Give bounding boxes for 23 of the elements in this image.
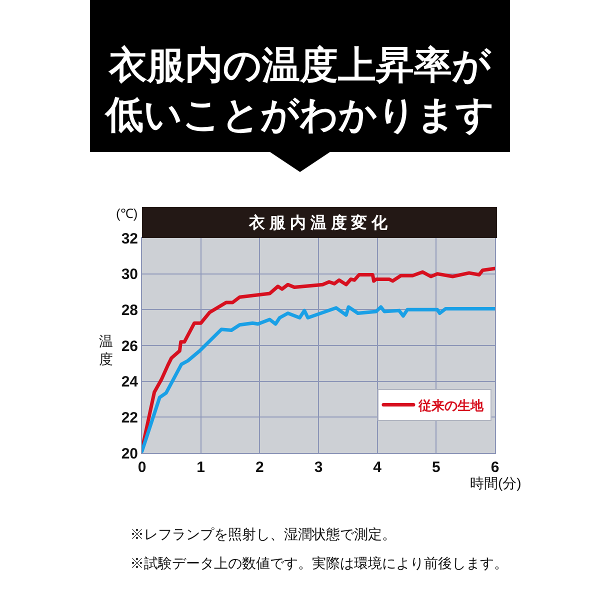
chart-title: 衣服内の温度上昇率が低いことがわかります [104,44,494,136]
y-tick-label: 20 [121,445,138,462]
y-tick-label: 26 [121,338,138,355]
text: (℃) [116,206,138,221]
y-tick-label: 30 [121,266,138,284]
text: ※試験データ上の数値です。実際は環境により前後します。 [130,555,508,571]
y-axis-title: 温度 [99,333,113,368]
x-tick-label: 1 [196,459,205,476]
x-axis-title: 時間(分) [470,475,522,491]
legend-label: 従来の生地 [417,398,484,413]
x-tick-label: 3 [314,459,323,476]
x-tick-label: 6 [490,459,500,476]
chart-subtitle: 衣 服 内 温 度 変 化 [248,213,389,232]
x-tick-label: 4 [373,459,382,476]
line-series [142,305,495,453]
text: ※レフランプを照射し、湿潤状態で測定。 [130,526,396,542]
x-tick-label: 2 [256,459,264,476]
y-tick-label: 28 [121,302,138,319]
x-tick-label: 5 [432,459,440,476]
x-tick-label: 0 [138,459,146,476]
y-tick-label: 24 [121,374,139,391]
y-tick-label: 32 [121,230,138,248]
y-tick-label: 22 [121,409,138,426]
